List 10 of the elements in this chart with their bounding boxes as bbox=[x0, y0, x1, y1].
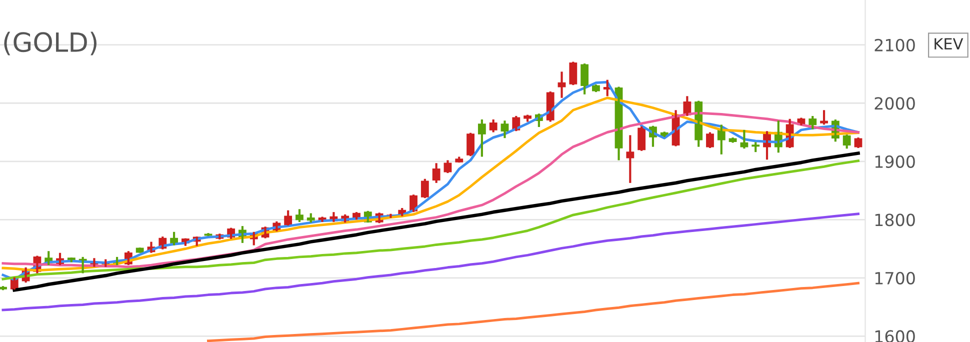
y-tick-label: 2100 bbox=[874, 38, 915, 52]
candlestick bbox=[136, 246, 144, 254]
y-tick-label: 2000 bbox=[874, 97, 915, 110]
line-series bbox=[2, 212, 860, 312]
text: KEV bbox=[934, 38, 964, 50]
line-series bbox=[207, 282, 860, 342]
y-tick-label: 1800 bbox=[875, 214, 915, 226]
text: (GOLD) bbox=[4, 32, 97, 56]
y-tick-label: 1900 bbox=[875, 155, 915, 168]
y-tick-label: 1700 bbox=[875, 272, 915, 284]
